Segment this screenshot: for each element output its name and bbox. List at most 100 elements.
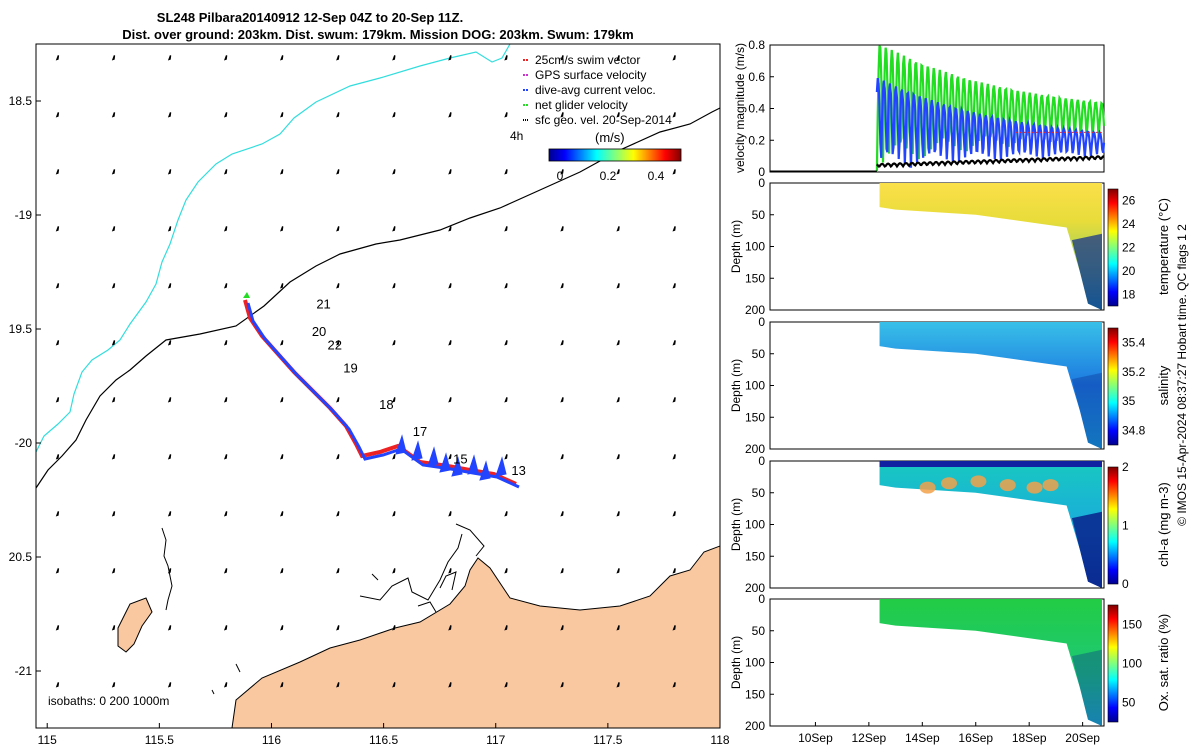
section-ytick-label: 200 xyxy=(745,719,765,733)
glider-track xyxy=(243,292,520,489)
colorbar-tick: 0.4 xyxy=(648,169,665,183)
colorbar-tick-label: 50 xyxy=(1122,696,1136,710)
current-vector xyxy=(167,169,172,175)
current-vector xyxy=(392,568,396,574)
current-vector xyxy=(280,112,284,118)
current-vector xyxy=(167,568,172,574)
current-vector xyxy=(392,397,396,403)
current-vector xyxy=(336,226,340,232)
current-vector xyxy=(616,55,620,61)
current-vector xyxy=(55,568,60,574)
land-island xyxy=(117,597,153,653)
colorbar-tick-label: 34.8 xyxy=(1122,423,1146,437)
section-deep-fill xyxy=(1071,511,1102,588)
velocity-series-line xyxy=(876,155,1105,169)
section-ytick-label: 100 xyxy=(745,518,765,532)
current-vector xyxy=(448,397,452,403)
section-deep-fill xyxy=(1071,372,1102,449)
footer-credit: © IMOS 15-Apr-2024 08:37:27 Hobart time.… xyxy=(1175,224,1189,526)
section-ytick-label: 200 xyxy=(745,303,765,317)
current-vector xyxy=(392,511,396,517)
current-vector xyxy=(223,169,228,175)
current-vector xyxy=(336,625,340,631)
colorbar-tick: 0 xyxy=(557,169,564,183)
chl-maximum xyxy=(1026,481,1043,494)
current-vector xyxy=(223,682,228,688)
velocity-series-line xyxy=(875,77,1106,168)
current-vector xyxy=(560,226,564,232)
current-vector xyxy=(280,511,284,517)
current-vector xyxy=(504,397,508,403)
current-vector xyxy=(616,682,620,688)
section-ytick-label: 150 xyxy=(745,687,765,701)
current-vector xyxy=(111,55,116,61)
isobath-1000m xyxy=(36,44,511,453)
section-ylabel: Depth (m) xyxy=(729,636,743,689)
section-temperature: 0 50 100 150 200 Depth (m) 18 20 22 24 26 temperatu… xyxy=(729,176,1171,317)
current-vector xyxy=(167,511,172,517)
current-vector xyxy=(111,169,116,175)
net-velocity-marker xyxy=(243,292,250,298)
current-vector xyxy=(616,169,620,175)
colorbar-tick: 0.2 xyxy=(600,169,617,183)
legend-label: 25cm/s swim vector xyxy=(535,53,640,67)
current-vector xyxy=(672,397,676,403)
section-ytick-label: 50 xyxy=(752,347,766,361)
section-ytick-label: 200 xyxy=(745,442,765,456)
current-vector xyxy=(504,283,508,289)
current-vector xyxy=(336,397,340,403)
colorbar-tick-label: 0 xyxy=(1122,577,1129,591)
current-vector xyxy=(111,682,116,688)
current-vector xyxy=(280,682,284,688)
velocity-series xyxy=(770,45,1106,173)
section-ytick-label: 50 xyxy=(752,208,766,222)
current-vector xyxy=(672,340,676,346)
current-vector xyxy=(672,283,676,289)
map-xtick-label: 115.5 xyxy=(145,733,174,747)
current-vector xyxy=(560,568,564,574)
day-label: 13 xyxy=(511,463,525,478)
colorbar-tick-label: 35 xyxy=(1122,394,1136,408)
current-vector xyxy=(392,112,396,118)
velocity-y-axis: 0 0.2 0.4 0.6 0.8 xyxy=(748,38,774,179)
time-axis: 10Sep 12Sep 14Sep 16Sep 18Sep 20Sep xyxy=(798,722,1100,745)
current-vector xyxy=(504,169,508,175)
current-vector xyxy=(336,169,340,175)
time-tick-label: 18Sep xyxy=(1012,731,1047,745)
velocity-panel: 0 0.2 0.4 0.6 0.8 velocity magnitude (m/s) xyxy=(733,38,1106,179)
current-vector xyxy=(336,55,340,61)
legend-label: sfc geo. vel. 20-Sep-2014 xyxy=(535,113,672,127)
current-vector xyxy=(280,397,284,403)
colorbar-tick-label: 150 xyxy=(1122,618,1142,632)
colorbar-tick-label: 24 xyxy=(1122,217,1136,231)
current-vector xyxy=(392,169,396,175)
current-vector xyxy=(392,226,396,232)
current-vector xyxy=(504,682,508,688)
current-vector xyxy=(336,112,340,118)
current-vector xyxy=(448,511,452,517)
day-label: 18 xyxy=(379,397,393,412)
map-ytick-label: -20 xyxy=(15,436,33,450)
current-vector xyxy=(616,226,620,232)
current-vector xyxy=(55,340,60,346)
section-ytick-label: 150 xyxy=(745,271,765,285)
current-vector xyxy=(616,568,620,574)
section-chl-a: 0 50 100 150 200 Depth (m) 0 1 2 chl-a (mg m-3) xyxy=(729,454,1171,595)
section-colorbar xyxy=(1107,327,1119,446)
day-label: 15 xyxy=(453,452,467,467)
current-vector-spike xyxy=(439,452,451,473)
current-vector xyxy=(55,112,60,118)
current-vector xyxy=(560,283,564,289)
day-label: 17 xyxy=(413,424,427,439)
section-ytick-label: 100 xyxy=(745,656,765,670)
velocity-ytick-label: 0.6 xyxy=(748,70,765,84)
current-vector-spike xyxy=(467,454,479,475)
current-vector xyxy=(504,340,508,346)
current-vector xyxy=(504,625,508,631)
section-colorbar xyxy=(1107,188,1119,307)
colorbar-gradient xyxy=(548,148,682,162)
map-ytick-label: -19 xyxy=(15,208,33,222)
current-vector xyxy=(55,454,60,460)
colorbar-label: Ox. sat. ratio (%) xyxy=(1156,614,1171,712)
